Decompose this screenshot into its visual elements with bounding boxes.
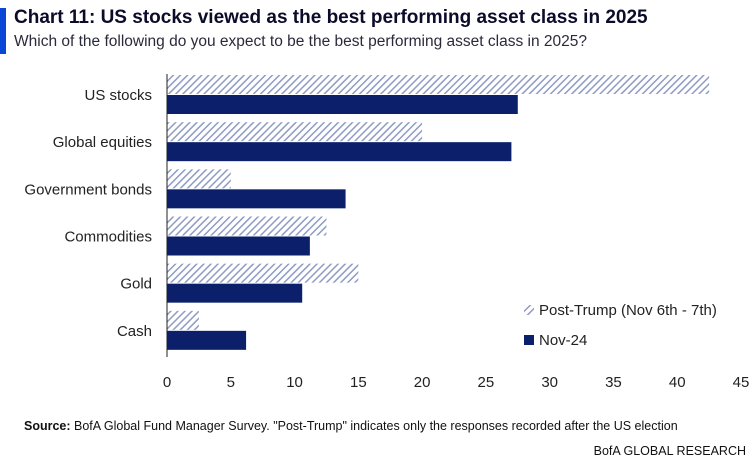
bar-post-trump-5 (167, 310, 199, 330)
category-label: Cash (117, 323, 152, 340)
x-tick-label: 30 (541, 374, 558, 391)
x-tick-label: 45 (733, 374, 750, 391)
legend: Post-Trump (Nov 6th - 7th) Nov-24 (524, 302, 717, 349)
bar-nov24-3 (167, 236, 310, 256)
source-note: Source: BofA Global Fund Manager Survey.… (24, 419, 678, 433)
x-tick-label: 15 (350, 374, 367, 391)
title-accent-bar (0, 8, 6, 54)
bar-nov24-4 (167, 283, 303, 303)
bar-post-trump-1 (167, 122, 423, 142)
legend-label: Post-Trump (Nov 6th - 7th) (539, 302, 717, 319)
x-tick-label: 10 (286, 374, 303, 391)
bar-nov24-5 (167, 330, 247, 350)
source-label: Source: (24, 419, 71, 433)
chart-subtitle: Which of the following do you expect to … (14, 33, 587, 50)
bar-post-trump-4 (167, 263, 359, 283)
bar-post-trump-0 (167, 75, 710, 94)
bar-nov24-0 (167, 95, 518, 114)
category-label: Global equities (53, 134, 152, 151)
legend-label: Nov-24 (539, 332, 587, 349)
x-tick-label: 0 (163, 374, 171, 391)
bars-group (167, 75, 710, 350)
credit-text: BofA GLOBAL RESEARCH (593, 444, 746, 458)
category-label: US stocks (84, 87, 152, 104)
legend-swatch-nov24 (524, 335, 534, 345)
bar-nov24-1 (167, 142, 512, 162)
x-tick-label: 35 (605, 374, 622, 391)
bar-nov24-2 (167, 189, 346, 209)
bar-post-trump-2 (167, 169, 231, 189)
x-tick-label: 5 (227, 374, 235, 391)
legend-swatch-post-trump (524, 305, 534, 315)
category-label: Government bonds (24, 181, 152, 198)
source-text: BofA Global Fund Manager Survey. "Post-T… (70, 419, 678, 433)
axis-group: US stocks Global equities Government bonds… (24, 74, 749, 391)
category-label: Commodities (64, 229, 152, 246)
x-tick-label: 20 (414, 374, 431, 391)
bar-post-trump-3 (167, 216, 327, 236)
x-tick-label: 25 (478, 374, 495, 391)
category-label: Gold (120, 276, 152, 293)
x-tick-label: 40 (669, 374, 686, 391)
chart-title: Chart 11: US stocks viewed as the best p… (14, 7, 648, 28)
